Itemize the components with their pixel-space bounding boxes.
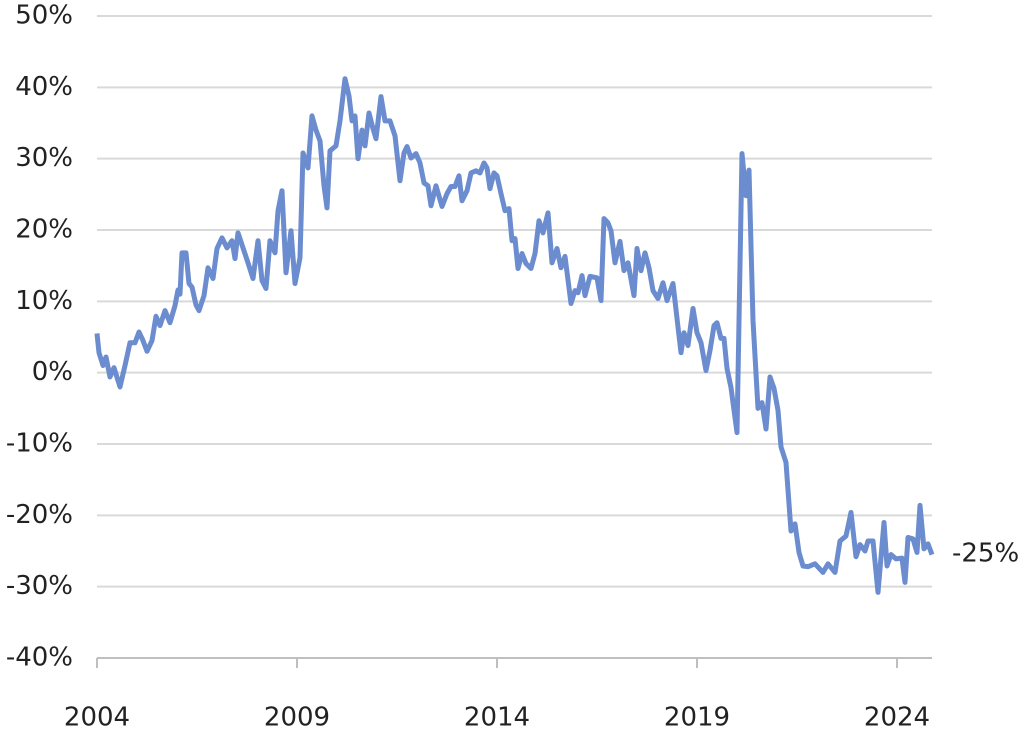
- y-tick-label: 10%: [15, 286, 73, 316]
- y-tick-label: 50%: [15, 1, 73, 31]
- y-tick-label: -30%: [6, 571, 73, 601]
- y-tick-label: -10%: [6, 429, 73, 459]
- x-tick-label: 2019: [664, 703, 730, 733]
- x-tick-label: 2024: [864, 703, 930, 733]
- x-tick-label: 2009: [264, 703, 330, 733]
- y-tick-label: -20%: [6, 500, 73, 530]
- line-series: [94, 76, 935, 595]
- end-label: -25%: [952, 539, 1019, 569]
- y-tick-label: 0%: [32, 357, 73, 387]
- y-tick-label: 30%: [15, 143, 73, 173]
- x-tick-label: 2004: [64, 703, 130, 733]
- y-tick-label: -40%: [6, 643, 73, 673]
- x-tick-label: 2014: [464, 703, 530, 733]
- y-tick-label: 40%: [15, 72, 73, 102]
- y-tick-label: 20%: [15, 215, 73, 245]
